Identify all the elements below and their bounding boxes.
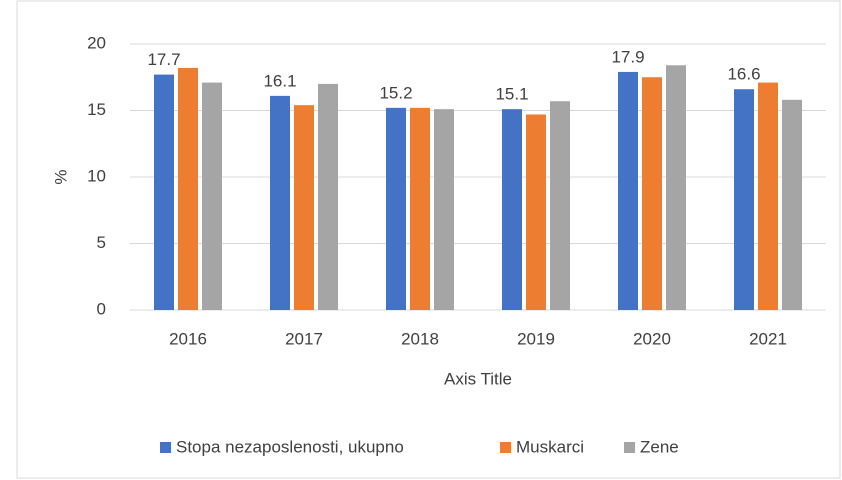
- y-tick-label: 20: [87, 33, 106, 52]
- legend-swatch: [624, 442, 635, 453]
- data-label: 17.9: [611, 47, 644, 66]
- bar: [550, 101, 570, 310]
- bar: [270, 95, 290, 311]
- y-axis-title: %: [51, 169, 70, 184]
- data-label: 15.1: [495, 85, 528, 104]
- bar: [434, 109, 454, 310]
- x-tick-label: 2017: [285, 329, 323, 348]
- x-tick-label: 2020: [633, 329, 671, 348]
- bar: [294, 105, 314, 311]
- legend-label: Muskarci: [516, 437, 584, 456]
- y-tick-label: 10: [87, 166, 106, 185]
- legend-swatch: [160, 442, 171, 453]
- legend-swatch: [500, 442, 511, 453]
- bar: [386, 107, 406, 310]
- data-label: 16.6: [727, 65, 760, 84]
- bar: [502, 109, 522, 310]
- legend-label: Zene: [640, 437, 679, 456]
- y-tick-label: 0: [97, 299, 106, 318]
- x-tick-label: 2021: [749, 329, 787, 348]
- bar: [666, 65, 686, 310]
- bar: [154, 74, 174, 310]
- bar: [318, 83, 338, 311]
- data-label: 16.1: [263, 71, 296, 90]
- y-tick-label: 5: [97, 233, 106, 252]
- bar: [618, 71, 638, 311]
- data-label: 17.7: [147, 50, 180, 69]
- bar: [178, 67, 198, 310]
- bar: [734, 89, 754, 310]
- bar: [758, 82, 778, 310]
- bar: [410, 107, 430, 310]
- bar: [202, 82, 222, 310]
- data-label: 15.2: [379, 83, 412, 102]
- x-axis-title: Axis Title: [444, 369, 512, 388]
- bar: [642, 77, 662, 310]
- x-tick-label: 2018: [401, 329, 439, 348]
- x-tick-label: 2019: [517, 329, 555, 348]
- legend-label: Stopa nezaposlenosti, ukupno: [176, 437, 404, 456]
- x-tick-label: 2016: [169, 329, 207, 348]
- bar: [526, 114, 546, 311]
- bar: [782, 99, 802, 310]
- y-tick-label: 15: [87, 100, 106, 119]
